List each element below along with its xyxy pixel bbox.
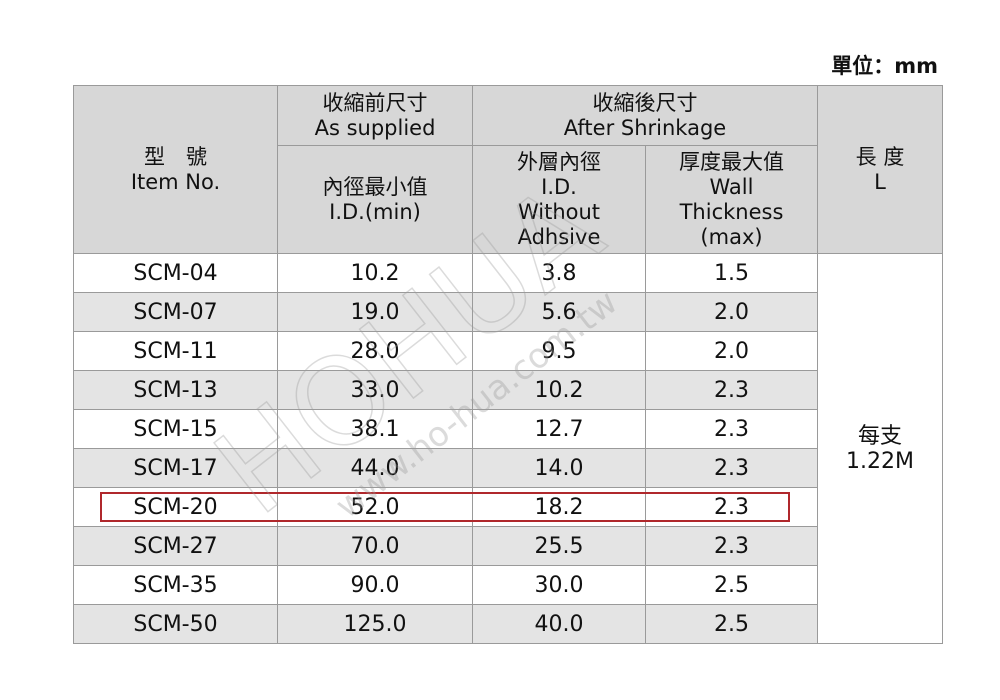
cell-text: Adhsive (517, 224, 601, 249)
value-cell: 30.0 (472, 565, 646, 605)
cell-text: (max) (700, 224, 763, 249)
cell-text: 收縮前尺寸 (322, 90, 428, 115)
value-cell: 19.0 (277, 292, 473, 332)
cell-text: Thickness (679, 199, 784, 224)
item-cell: SCM-17 (73, 448, 278, 488)
cell-text: 1.22M (846, 448, 914, 474)
item-cell: SCM-11 (73, 331, 278, 371)
value-cell: 10.2 (472, 370, 646, 410)
value-cell: 2.3 (645, 526, 818, 566)
value-cell: 10.2 (277, 253, 473, 293)
value-cell: 125.0 (277, 604, 473, 644)
cell-text: 每支 (857, 423, 902, 449)
value-cell: 3.8 (472, 253, 646, 293)
value-cell: 2.3 (645, 370, 818, 410)
header-cell: 內徑最小值 I.D.(min) (277, 145, 473, 254)
item-cell: SCM-13 (73, 370, 278, 410)
cell-text: I.D. (541, 174, 577, 199)
value-cell: 1.5 (645, 253, 818, 293)
value-cell: 44.0 (277, 448, 473, 488)
value-cell: 14.0 (472, 448, 646, 488)
cell-text: 型 號 (144, 144, 207, 169)
value-cell: 2.5 (645, 565, 818, 605)
header-cell: 收縮前尺寸 As supplied (277, 85, 473, 146)
cell-text: I.D.(min) (329, 199, 421, 224)
value-cell: 5.6 (472, 292, 646, 332)
item-cell: SCM-15 (73, 409, 278, 449)
value-cell: 2.3 (645, 409, 818, 449)
unit-label: 單位：mm (831, 54, 938, 78)
item-cell: SCM-04 (73, 253, 278, 293)
value-cell: 2.0 (645, 331, 818, 371)
value-cell: 2.0 (645, 292, 818, 332)
cell-text: 收縮後尺寸 (592, 90, 698, 115)
value-cell: 70.0 (277, 526, 473, 566)
header-cell: 外層內徑 I.D. Without Adhsive (472, 145, 646, 254)
length-cell: 每支 1.22M (817, 253, 943, 644)
value-cell: 28.0 (277, 331, 473, 371)
cell-text: 內徑最小值 (322, 174, 428, 199)
cell-text: 厚度最大值 (679, 149, 784, 174)
cell-text: 外層內徑 (517, 149, 601, 174)
value-cell: 9.5 (472, 331, 646, 371)
highlight-box (100, 492, 790, 522)
cell-text: L (874, 169, 886, 194)
value-cell: 25.5 (472, 526, 646, 566)
cell-text: Item No. (130, 169, 221, 194)
cell-text: 長 度 (855, 144, 905, 169)
value-cell: 40.0 (472, 604, 646, 644)
cell-text: After Shrinkage (563, 115, 727, 140)
item-cell: SCM-50 (73, 604, 278, 644)
cell-text: Without (517, 199, 601, 224)
value-cell: 2.5 (645, 604, 818, 644)
value-cell: 90.0 (277, 565, 473, 605)
header-cell: 厚度最大值 Wall Thickness (max) (645, 145, 818, 254)
value-cell: 2.3 (645, 448, 818, 488)
item-cell: SCM-27 (73, 526, 278, 566)
header-cell: 型 號 Item No. (73, 85, 278, 254)
cell-text: Wall (709, 174, 754, 199)
item-cell: SCM-07 (73, 292, 278, 332)
value-cell: 33.0 (277, 370, 473, 410)
value-cell: 38.1 (277, 409, 473, 449)
cell-text: As supplied (314, 115, 436, 140)
item-cell: SCM-35 (73, 565, 278, 605)
spec-table: 型 號 Item No. 收縮前尺寸 As supplied 收縮後尺寸 After … (73, 85, 943, 644)
value-cell: 12.7 (472, 409, 646, 449)
header-cell: 收縮後尺寸 After Shrinkage (472, 85, 818, 146)
